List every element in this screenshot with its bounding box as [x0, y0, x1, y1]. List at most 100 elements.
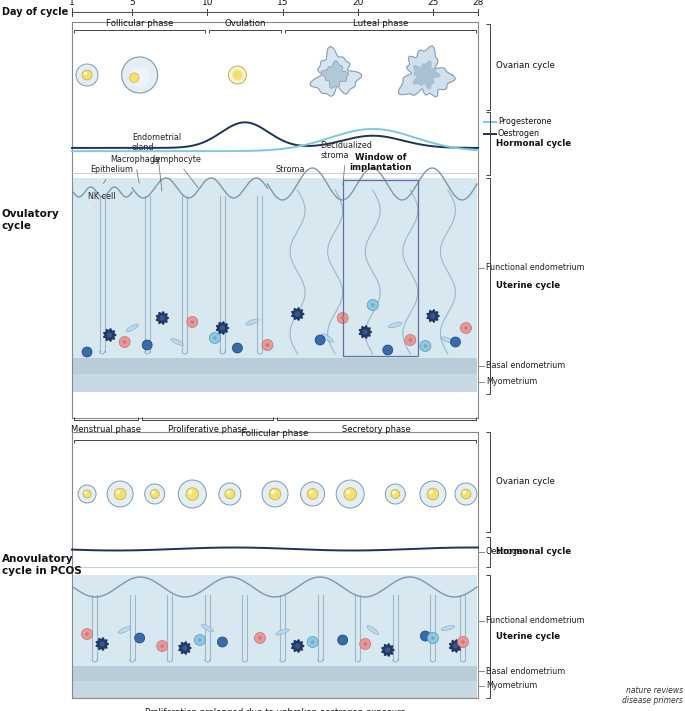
Circle shape — [150, 489, 159, 498]
Circle shape — [219, 483, 241, 505]
Circle shape — [385, 484, 406, 504]
Circle shape — [99, 641, 105, 646]
Text: 1: 1 — [69, 0, 75, 7]
Circle shape — [232, 70, 242, 80]
Text: Hormonal cycle: Hormonal cycle — [496, 547, 571, 557]
Circle shape — [337, 313, 348, 324]
Circle shape — [346, 490, 350, 494]
Ellipse shape — [367, 626, 379, 634]
Text: Functional endometrium: Functional endometrium — [486, 264, 584, 272]
Text: Follicular phase: Follicular phase — [241, 429, 309, 438]
Circle shape — [371, 303, 375, 306]
Circle shape — [315, 335, 325, 345]
Circle shape — [367, 299, 378, 311]
Circle shape — [393, 491, 395, 494]
Text: Secretory phase: Secretory phase — [342, 425, 411, 434]
Text: Ovulation: Ovulation — [224, 19, 266, 28]
Text: Macrophage: Macrophage — [110, 155, 160, 183]
Circle shape — [227, 491, 230, 494]
Circle shape — [160, 644, 164, 648]
Bar — [73, 358, 477, 374]
Text: Luteal phase: Luteal phase — [353, 19, 408, 28]
Ellipse shape — [322, 333, 334, 342]
Circle shape — [455, 483, 477, 505]
Circle shape — [82, 347, 92, 357]
Circle shape — [262, 339, 273, 351]
Polygon shape — [291, 308, 304, 321]
Text: Endometrial
gland: Endometrial gland — [132, 132, 181, 191]
Text: Oestrogen: Oestrogen — [498, 129, 540, 139]
Text: Basal endometrium: Basal endometrium — [486, 666, 565, 675]
Circle shape — [420, 481, 446, 507]
Bar — [73, 681, 477, 698]
Text: Stroma: Stroma — [275, 165, 305, 174]
Polygon shape — [382, 643, 395, 656]
Text: 25: 25 — [427, 0, 438, 7]
Text: Myometrium: Myometrium — [486, 378, 537, 387]
Text: Ovarian cycle: Ovarian cycle — [496, 61, 555, 70]
Text: nature reviews
disease primers: nature reviews disease primers — [622, 685, 683, 705]
Circle shape — [451, 337, 460, 347]
Text: Anovulatory
cycle in PCOS: Anovulatory cycle in PCOS — [2, 554, 82, 576]
Circle shape — [107, 333, 112, 338]
Text: Ovulatory
cycle: Ovulatory cycle — [2, 209, 60, 231]
Circle shape — [391, 489, 400, 498]
Text: 15: 15 — [277, 0, 288, 7]
Bar — [73, 666, 477, 681]
Circle shape — [119, 336, 130, 348]
Text: Hormonal cycle: Hormonal cycle — [496, 139, 571, 148]
Circle shape — [186, 488, 199, 501]
Circle shape — [295, 311, 300, 316]
Circle shape — [266, 343, 269, 347]
Circle shape — [182, 646, 187, 651]
Circle shape — [228, 66, 247, 84]
Polygon shape — [103, 328, 116, 341]
Bar — [342, 180, 418, 356]
Circle shape — [295, 643, 300, 648]
Text: Ovarian cycle: Ovarian cycle — [496, 478, 555, 486]
Circle shape — [405, 334, 416, 346]
Circle shape — [453, 643, 458, 648]
Text: Uterine cycle: Uterine cycle — [496, 632, 560, 641]
Circle shape — [160, 316, 164, 321]
Circle shape — [461, 640, 464, 643]
Circle shape — [421, 631, 430, 641]
Circle shape — [76, 64, 98, 86]
Ellipse shape — [201, 624, 214, 632]
Circle shape — [464, 326, 468, 330]
Circle shape — [309, 491, 312, 494]
Circle shape — [122, 57, 158, 93]
Circle shape — [307, 488, 318, 499]
Text: Menstrual phase: Menstrual phase — [71, 425, 141, 434]
Circle shape — [254, 633, 266, 643]
Text: NK cell: NK cell — [88, 192, 116, 206]
Text: Progesterone: Progesterone — [498, 117, 551, 127]
Circle shape — [142, 340, 152, 350]
Circle shape — [423, 344, 427, 348]
Text: Uterine cycle: Uterine cycle — [496, 281, 560, 289]
Circle shape — [364, 642, 367, 646]
Circle shape — [210, 333, 221, 343]
Circle shape — [344, 488, 356, 501]
Circle shape — [151, 491, 155, 494]
Circle shape — [420, 341, 431, 351]
Circle shape — [460, 323, 471, 333]
Ellipse shape — [246, 319, 259, 325]
Circle shape — [232, 343, 242, 353]
Circle shape — [129, 67, 149, 87]
Ellipse shape — [441, 337, 455, 343]
Circle shape — [307, 636, 318, 648]
Circle shape — [190, 320, 194, 324]
Circle shape — [336, 480, 364, 508]
Circle shape — [408, 338, 412, 342]
Circle shape — [427, 633, 438, 643]
Circle shape — [225, 489, 235, 499]
Circle shape — [360, 638, 371, 650]
Circle shape — [78, 485, 96, 503]
Circle shape — [213, 336, 216, 340]
Circle shape — [145, 484, 164, 504]
Circle shape — [383, 345, 393, 355]
Circle shape — [157, 641, 168, 651]
Polygon shape — [96, 638, 109, 651]
Ellipse shape — [126, 324, 138, 332]
